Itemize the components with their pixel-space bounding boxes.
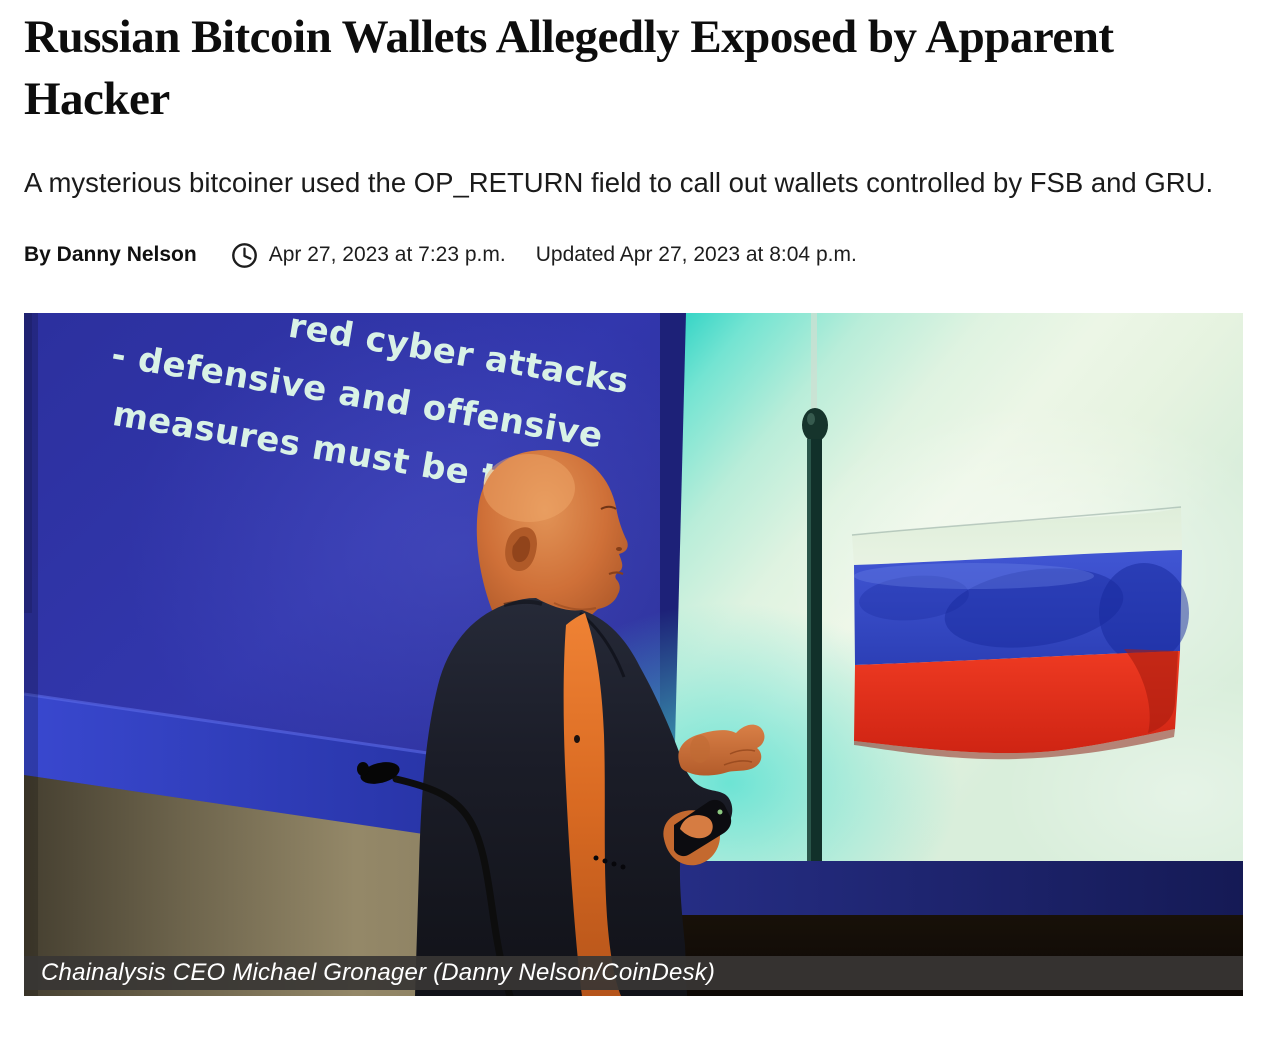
article-headline: Russian Bitcoin Wallets Allegedly Expose… [24,11,1114,125]
clock-icon [231,242,257,268]
flagpole [802,313,828,861]
russian-flag [851,506,1189,760]
flag-white-stripe [852,507,1182,565]
photo-scene: red cyber attacks - defensive and offens… [24,313,1243,996]
byline-updated: Updated Apr 27, 2023 at 8:04 p.m. [535,243,857,266]
byline-author[interactable]: By Danny Nelson [24,243,197,266]
flag-blue-stripe [854,550,1182,665]
article-subheadline: A mysterious bitcoiner used the OP_RETUR… [24,167,1214,198]
byline-row: By Danny Nelson Apr 27, 2023 at 7:23 p.m… [24,241,1256,269]
byline-published: Apr 27, 2023 at 7:23 p.m. [268,243,506,266]
presenter-hand-clicker [663,799,732,866]
blazer-button [574,735,580,743]
microphone-capsule [360,762,400,784]
article-content: Russian Bitcoin Wallets Allegedly Expose… [24,11,1256,996]
article-hero-photo: red cyber attacks - defensive and offens… [24,313,1243,996]
photo-caption: Chainalysis CEO Michael Gronager (Danny … [41,959,716,986]
flagpole-finial [802,408,828,442]
presenter-hand-gesturing [678,724,765,776]
photo-caption-bar: Chainalysis CEO Michael Gronager (Danny … [24,956,1243,990]
presenter-figure [415,449,765,996]
presenter-shirt [563,613,621,996]
presenter-head [476,449,628,651]
flag-red-stripe [854,651,1180,754]
